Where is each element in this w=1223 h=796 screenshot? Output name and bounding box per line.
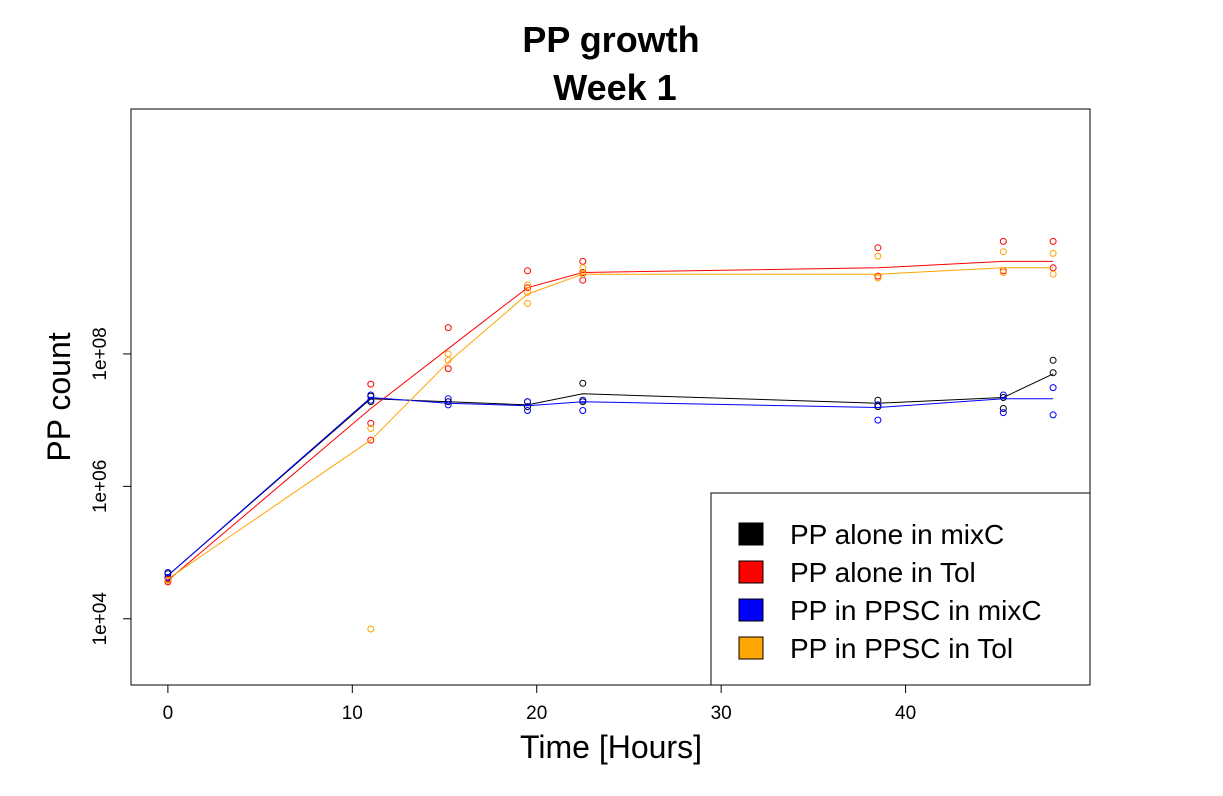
legend-swatch xyxy=(738,522,764,546)
series-3 xyxy=(164,384,1057,581)
data-point xyxy=(999,269,1007,276)
data-point xyxy=(367,396,375,404)
x-tick-label: 20 xyxy=(526,703,547,724)
data-point xyxy=(444,324,452,332)
data-point xyxy=(444,398,452,406)
plot-area: 0 10 20 30 40 1e+04 1e+06 1e+08 xyxy=(90,108,1091,724)
chart-title: PP growth xyxy=(522,19,699,60)
legend-entry: PP alone in mixC xyxy=(790,519,1004,550)
data-point xyxy=(579,396,587,404)
data-point xyxy=(1049,356,1057,364)
legend: PP alone in mixC PP alone in Tol PP in PPS… xyxy=(710,492,1091,686)
data-point xyxy=(444,365,452,373)
y-axis-label: PP count xyxy=(41,332,77,461)
x-tick-label: 0 xyxy=(163,703,174,724)
legend-swatch xyxy=(738,560,764,584)
data-point xyxy=(999,248,1007,256)
x-axis-label: Time [Hours] xyxy=(520,729,702,765)
data-point xyxy=(444,356,452,364)
data-point xyxy=(579,379,587,387)
x-tick-label: 10 xyxy=(342,703,363,724)
data-point xyxy=(874,401,882,409)
legend-entry: PP alone in Tol xyxy=(790,557,976,588)
legend-box xyxy=(710,492,1091,686)
data-point xyxy=(164,576,172,584)
data-point xyxy=(367,380,375,388)
legend-swatch xyxy=(738,636,764,660)
series-line xyxy=(167,396,1054,576)
data-point xyxy=(524,288,531,296)
legend-swatch xyxy=(738,598,764,622)
data-point xyxy=(444,401,452,409)
data-point xyxy=(579,257,587,265)
data-point xyxy=(524,398,531,406)
data-point xyxy=(999,394,1007,401)
data-point xyxy=(874,416,882,424)
data-point xyxy=(367,424,375,432)
y-tick-label: 1e+04 xyxy=(90,592,111,646)
data-point xyxy=(367,419,375,427)
data-point xyxy=(874,274,882,282)
data-point xyxy=(579,270,587,278)
data-point xyxy=(874,272,882,280)
data-point xyxy=(164,574,172,581)
data-point xyxy=(999,237,1007,245)
data-point xyxy=(999,405,1007,412)
data-point xyxy=(367,436,375,444)
data-point xyxy=(164,569,172,576)
data-point xyxy=(1049,411,1057,419)
series-line xyxy=(167,373,1054,576)
data-point xyxy=(367,391,375,399)
data-point xyxy=(579,407,587,414)
data-point xyxy=(999,409,1007,417)
series-4 xyxy=(164,248,1057,633)
y-tick-label: 1e+08 xyxy=(90,327,111,380)
data-point xyxy=(444,350,452,358)
data-point xyxy=(524,267,531,275)
data-point xyxy=(524,403,531,411)
legend-entry: PP in PPSC in mixC xyxy=(790,595,1042,626)
data-point xyxy=(1049,237,1057,245)
legend-entry: PP in PPSC in Tol xyxy=(790,633,1013,664)
data-point xyxy=(367,625,375,633)
series-line xyxy=(167,267,1054,580)
data-point xyxy=(1049,270,1057,278)
data-point xyxy=(1049,249,1057,257)
x-tick-label: 30 xyxy=(711,703,732,724)
data-point xyxy=(999,391,1007,399)
data-point xyxy=(524,281,531,289)
data-point xyxy=(874,244,882,252)
data-point xyxy=(1049,369,1057,377)
x-tick-label: 40 xyxy=(895,703,916,724)
data-point xyxy=(524,284,531,292)
data-point xyxy=(579,276,587,284)
data-point xyxy=(524,299,531,307)
chart-subtitle: Week 1 xyxy=(553,67,676,108)
data-point xyxy=(1049,384,1057,392)
data-point xyxy=(524,407,531,414)
y-tick-label: 1e+06 xyxy=(90,460,111,513)
data-point xyxy=(874,252,882,260)
plot-frame xyxy=(130,108,1091,686)
